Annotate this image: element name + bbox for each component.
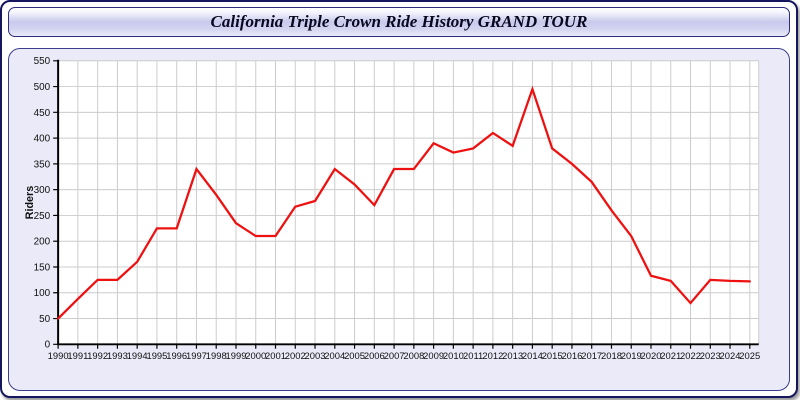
svg-text:1991: 1991: [67, 351, 88, 361]
svg-text:2022: 2022: [680, 351, 701, 361]
y-axis-tick-labels: 0 50 100 150 200 250 300 350 400 450 500 550: [34, 56, 51, 350]
svg-text:2025: 2025: [739, 351, 760, 361]
svg-text:1992: 1992: [87, 351, 108, 361]
svg-text:200: 200: [34, 237, 51, 248]
svg-text:1995: 1995: [146, 351, 167, 361]
plot-area: [58, 60, 759, 345]
svg-text:2009: 2009: [423, 351, 444, 361]
title-bar: California Triple Crown Ride History GRA…: [8, 7, 790, 37]
axes: [57, 59, 759, 346]
svg-text:2021: 2021: [660, 351, 681, 361]
svg-text:2019: 2019: [621, 351, 642, 361]
svg-text:2000: 2000: [245, 351, 266, 361]
svg-text:2016: 2016: [561, 351, 582, 361]
svg-text:150: 150: [34, 262, 51, 273]
chart-panel: 0 50 100 150 200 250 300 350 400 450 500 550 1990 199…: [8, 48, 790, 391]
svg-text:2011: 2011: [463, 351, 483, 361]
svg-text:500: 500: [34, 82, 51, 93]
svg-text:1994: 1994: [127, 351, 148, 361]
svg-text:1998: 1998: [206, 351, 227, 361]
svg-text:50: 50: [39, 314, 51, 325]
svg-text:300: 300: [34, 185, 51, 196]
svg-text:400: 400: [34, 134, 51, 145]
svg-text:0: 0: [45, 340, 51, 351]
riders-line-chart: 0501001502002503003504004505005501990199…: [24, 56, 761, 361]
page-title: California Triple Crown Ride History GRA…: [210, 12, 588, 31]
svg-text:2013: 2013: [502, 351, 523, 361]
svg-text:2003: 2003: [305, 351, 326, 361]
gridlines: [58, 60, 760, 345]
svg-text:550: 550: [34, 56, 51, 67]
svg-text:2024: 2024: [720, 351, 741, 361]
svg-text:2012: 2012: [482, 351, 503, 361]
svg-text:100: 100: [34, 288, 51, 299]
y-axis-title: Riders: [24, 186, 36, 220]
svg-text:2020: 2020: [641, 351, 662, 361]
svg-text:2010: 2010: [443, 351, 464, 361]
svg-text:2014: 2014: [522, 351, 543, 361]
svg-text:2023: 2023: [700, 351, 721, 361]
svg-text:2017: 2017: [581, 351, 602, 361]
svg-text:2015: 2015: [542, 351, 563, 361]
svg-text:2018: 2018: [601, 351, 622, 361]
svg-text:1999: 1999: [226, 351, 247, 361]
svg-text:2007: 2007: [384, 351, 405, 361]
svg-text:1993: 1993: [107, 351, 128, 361]
series-line-riders: [56, 85, 751, 320]
svg-text:250: 250: [34, 211, 51, 222]
svg-text:2005: 2005: [344, 351, 365, 361]
svg-text:2004: 2004: [324, 351, 345, 361]
svg-text:2008: 2008: [403, 351, 424, 361]
svg-text:2006: 2006: [364, 351, 385, 361]
svg-text:1996: 1996: [166, 351, 187, 361]
svg-text:350: 350: [34, 159, 51, 170]
tick-marks: [53, 60, 751, 349]
svg-text:2002: 2002: [285, 351, 306, 361]
svg-text:2001: 2001: [265, 351, 286, 361]
x-axis-tick-labels: 1990199119921993199419951996199719981999…: [48, 351, 761, 361]
svg-text:1997: 1997: [186, 351, 207, 361]
svg-text:450: 450: [34, 108, 51, 119]
svg-text:1990: 1990: [48, 351, 69, 361]
